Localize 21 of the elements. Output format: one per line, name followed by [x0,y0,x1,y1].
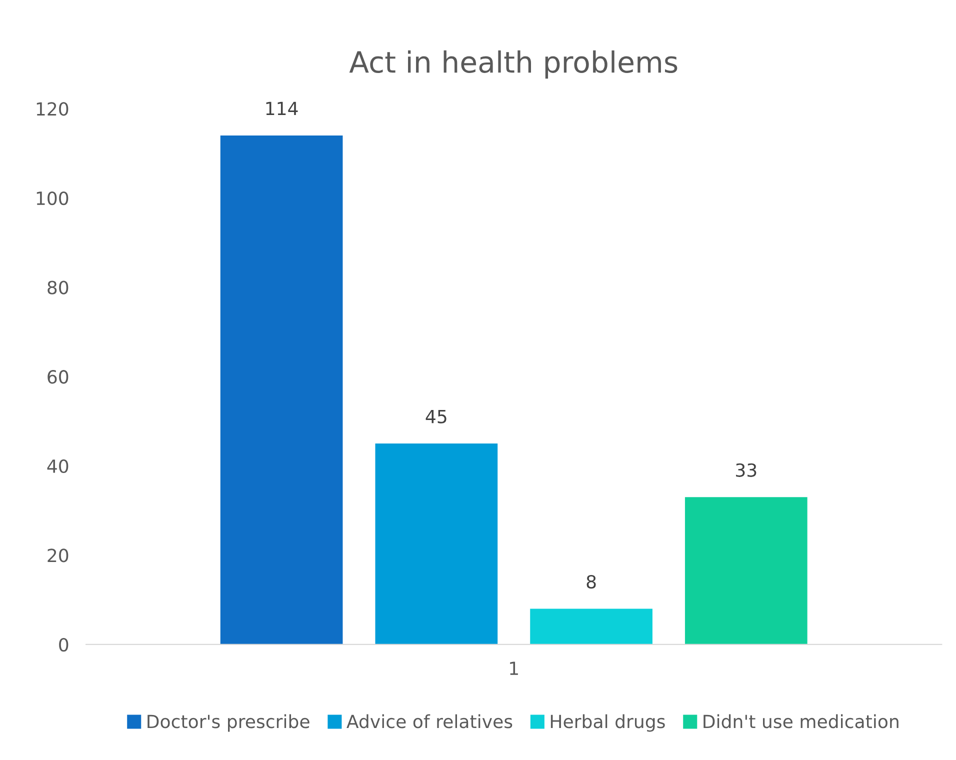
y-tick-label: 0 [59,638,68,652]
data-label: 33 [736,463,756,477]
legend-label: Didn't use medication [704,714,898,728]
data-label: 8 [586,574,596,589]
legend-label: Doctor's prescribe [148,714,310,732]
bar [530,608,652,644]
bar [220,135,343,644]
legend-label: Advice of relatives [346,714,512,728]
y-tick-label: 80 [48,280,68,294]
y-tick-label: 120 [36,102,68,116]
data-label: 45 [426,410,446,424]
legend-label: Herbal drugs [550,714,665,732]
chart-title: Act in health problems [349,50,678,79]
y-tick-label: 100 [36,191,68,206]
data-label: 114 [266,102,298,116]
x-tick-label: 1 [510,662,518,675]
y-tick-label: 60 [48,370,68,384]
y-tick-label: 40 [47,459,68,473]
y-tick-label: 20 [48,548,68,562]
bar [684,497,808,644]
bar [375,444,498,644]
